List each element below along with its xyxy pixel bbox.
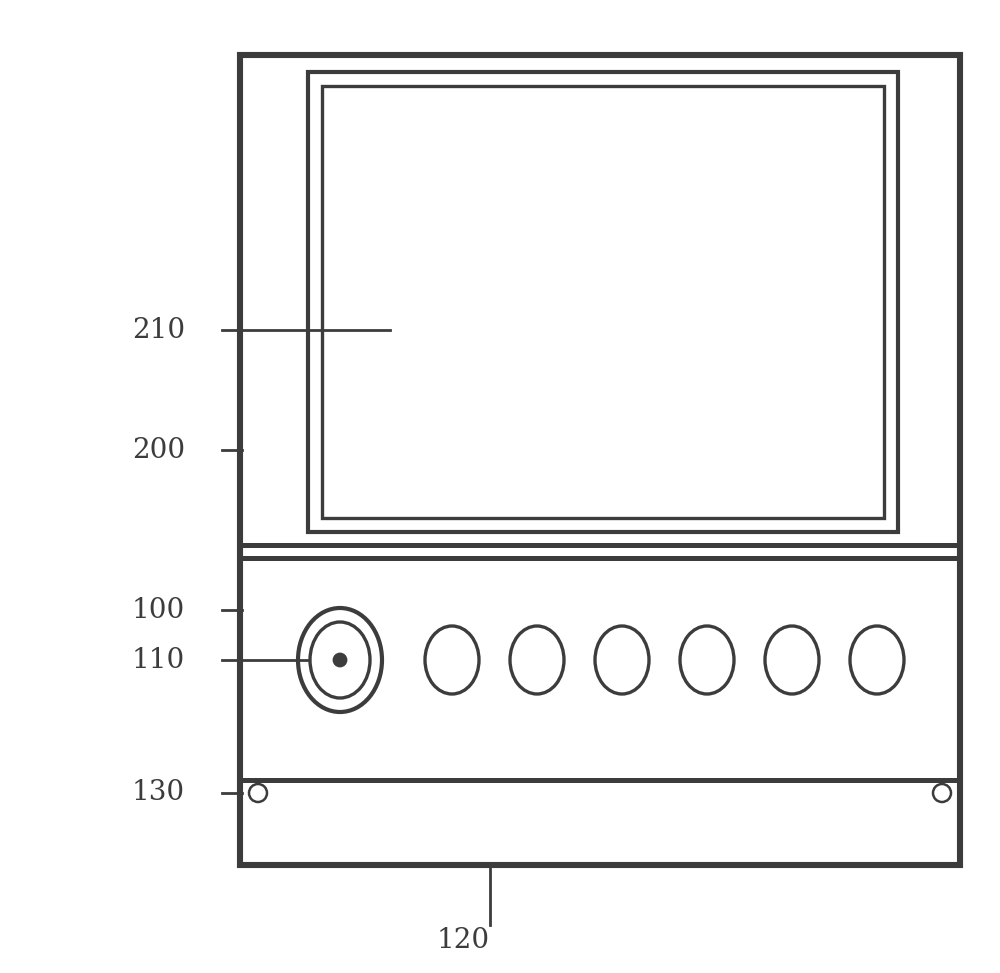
Bar bbox=[308, 72, 898, 532]
Text: 120: 120 bbox=[437, 926, 490, 954]
Bar bbox=[240, 55, 960, 865]
Ellipse shape bbox=[310, 622, 370, 698]
Text: 110: 110 bbox=[132, 646, 185, 673]
Circle shape bbox=[249, 784, 267, 802]
Text: 200: 200 bbox=[132, 437, 185, 463]
Text: 210: 210 bbox=[132, 316, 185, 343]
Ellipse shape bbox=[595, 626, 649, 694]
Text: 130: 130 bbox=[132, 779, 185, 807]
Ellipse shape bbox=[425, 626, 479, 694]
Ellipse shape bbox=[298, 608, 382, 712]
Circle shape bbox=[334, 654, 346, 666]
Ellipse shape bbox=[765, 626, 819, 694]
Text: 100: 100 bbox=[132, 596, 185, 624]
Ellipse shape bbox=[510, 626, 564, 694]
Ellipse shape bbox=[680, 626, 734, 694]
Circle shape bbox=[933, 784, 951, 802]
Bar bbox=[322, 86, 884, 518]
Ellipse shape bbox=[850, 626, 904, 694]
